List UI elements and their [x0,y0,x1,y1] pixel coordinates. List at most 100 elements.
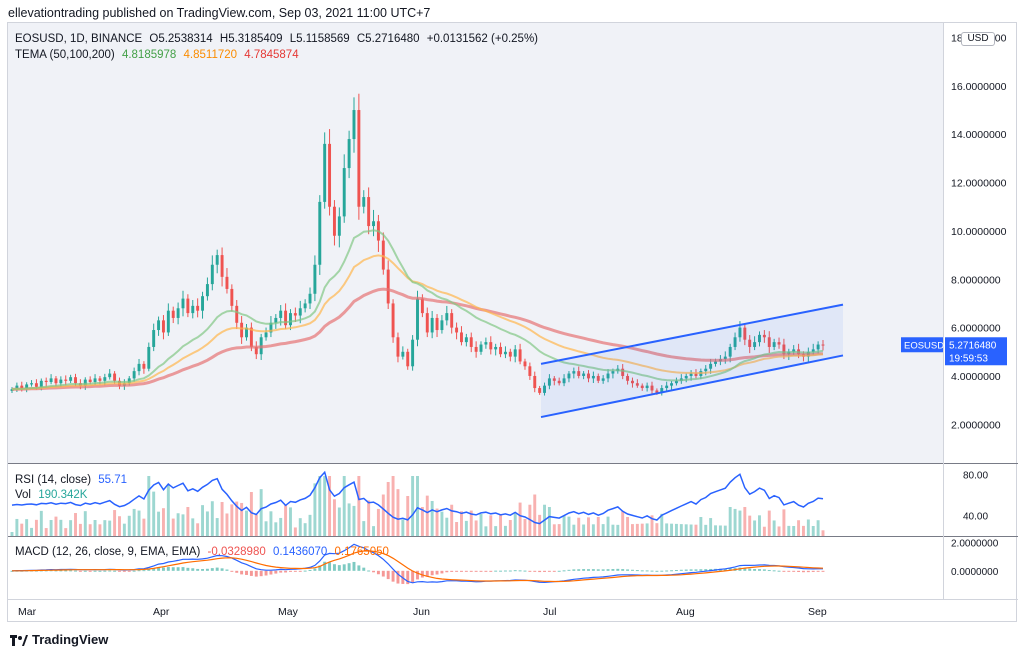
candle-body [30,383,34,385]
macd-histogram-bar [376,570,380,575]
macd-histogram-bar [528,570,532,572]
volume-bar [186,507,190,536]
macd-label[interactable]: MACD (12, 26, close, 9, EMA, EMA) [15,546,201,558]
macd-histogram-bar [801,570,805,573]
candle-body [650,385,654,391]
macd-histogram-bar [582,569,586,571]
macd-histogram-bar [357,565,361,571]
volume-bar [650,515,654,536]
candle-body [235,305,239,323]
macd-histogram-bar [821,570,825,572]
candle-body [332,206,336,236]
candle-body [186,298,190,314]
macd-histogram-bar [484,570,488,572]
volume-bar [181,514,185,536]
volume-bar [357,476,361,536]
currency-badge[interactable]: USD [961,32,995,46]
candle-body [635,383,639,386]
candle-body [714,361,717,364]
volume-bar [787,525,791,536]
macd-histogram-bar [723,568,727,571]
tradingview-brand: TradingView [32,632,109,647]
macd-histogram-bar [259,570,263,577]
candle-body [10,389,14,391]
candle-body [113,373,117,381]
price-tag-symbol-box [901,337,943,353]
volume-bar [547,507,551,536]
candle-body [445,313,449,321]
volume-bar [230,504,234,536]
macd-histogram-bar [132,570,136,572]
volume-bar [289,507,292,536]
candle-body [166,310,170,333]
candle-body [621,368,625,376]
macd-histogram-bar [591,569,595,571]
macd-histogram-bar [816,570,820,572]
macd-histogram-bar [249,570,253,576]
volume-bar [191,518,195,536]
macd-histogram-bar [699,569,703,571]
macd-histogram-bar [367,570,371,572]
chart-frame[interactable]: 18.000000016.000000014.000000012.0000000… [7,22,1018,623]
macd-histogram-bar [616,568,620,571]
vol-label[interactable]: Vol [15,489,31,501]
volume-bar [587,517,590,536]
macd-histogram-bar [743,567,747,571]
volume-bar [274,522,278,536]
macd-histogram-bar [811,570,815,572]
macd-histogram-bar [318,565,322,571]
time-axis-label: May [278,606,299,618]
candle-body [337,216,341,236]
symbol-label[interactable]: EOSUSD, 1D, BINANCE [15,33,143,45]
macd-histogram-bar [54,570,58,572]
tema-50-line [11,229,824,391]
channel-fill [541,304,843,418]
candle-body [694,373,698,376]
macd-histogram-bar [274,570,278,574]
tema-50-value: 4.8185978 [121,49,177,61]
candle-body [386,269,390,304]
volume-bar [166,485,170,536]
candle-body [25,384,29,389]
candle-body [587,373,590,379]
macd-histogram-bar [142,570,146,572]
candle-body [489,342,493,350]
volume-bar [93,520,97,536]
main-legend: EOSUSD, 1D, BINANCE O5.2538314 H5.318540… [15,33,542,45]
macd-histogram-bar [323,561,327,571]
volume-bar [323,476,327,536]
volume-bar [626,517,630,536]
macd-histogram-bar [665,570,669,572]
price-axis-label: 12.0000000 [951,178,1007,190]
volume-bar [147,476,151,536]
candle-body [572,371,576,374]
macd-axis-label: 2.0000000 [951,539,999,550]
chart-canvas[interactable]: 18.000000016.000000014.000000012.0000000… [8,23,1018,623]
volume-bar [733,508,737,536]
rsi-label[interactable]: RSI (14, close) [15,474,92,486]
volume-bar [704,524,708,536]
candle-body [762,334,766,338]
tema-label[interactable]: TEMA (50,100,200) [15,49,115,61]
volume-bar [538,514,542,536]
candle-body [303,303,307,309]
macd-histogram-bar [767,570,771,572]
candle-body [254,346,258,355]
candle-body [674,380,678,384]
candle-body [767,337,771,347]
candle-body [660,388,664,393]
volume-bar [235,501,239,536]
volume-bar [39,510,43,536]
tradingview-logo[interactable]: TradingView [10,632,108,647]
volume-bar [503,525,507,536]
volume-bar [161,508,165,536]
macd-histogram-bar [69,570,73,572]
candle-body [44,380,48,383]
macd-histogram-bar [254,570,258,577]
volume-bar [728,507,732,536]
volume-bar [484,526,488,536]
candle-body [523,361,527,367]
macd-histogram-bar [611,569,615,571]
price-axis-label: 6.0000000 [951,323,1001,335]
volume-bar [142,518,146,536]
